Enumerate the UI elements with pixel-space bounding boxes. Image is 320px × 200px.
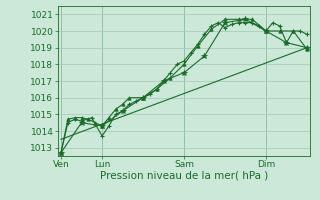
X-axis label: Pression niveau de la mer( hPa ): Pression niveau de la mer( hPa ) (100, 171, 268, 181)
